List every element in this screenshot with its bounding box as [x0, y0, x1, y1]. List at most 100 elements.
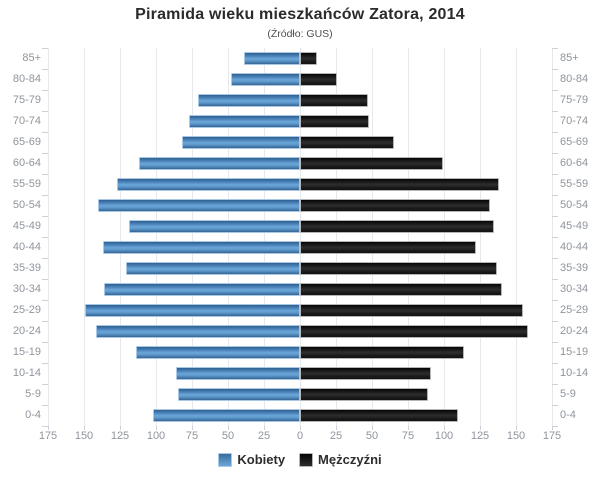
- gridline: [372, 48, 373, 426]
- age-label-right: 75-79: [560, 94, 589, 106]
- age-label-right: 35-39: [560, 262, 589, 274]
- bar-mezczyzni-65-69: [300, 136, 394, 149]
- age-label-left: 5-9: [25, 388, 41, 400]
- age-label-right: 0-4: [560, 409, 576, 421]
- x-axis-tick-label: 50: [221, 430, 235, 442]
- x-axis-tick: [192, 426, 193, 430]
- x-axis-tick: [552, 426, 553, 430]
- bar-kobiety-10-14: [176, 367, 300, 380]
- x-axis-tick-label: 75: [185, 430, 199, 442]
- category-tick-left: [42, 48, 48, 49]
- category-tick-left: [42, 279, 48, 280]
- category-tick-left: [42, 237, 48, 238]
- category-tick-left: [42, 69, 48, 70]
- x-axis-tick-label: 50: [365, 430, 379, 442]
- bar-kobiety-80-84: [230, 73, 300, 86]
- category-tick-right: [552, 132, 558, 133]
- bar-mezczyzni-75-79: [300, 94, 368, 107]
- gridline: [408, 48, 409, 426]
- gridline: [120, 48, 121, 426]
- age-label-right: 65-69: [560, 136, 589, 148]
- x-axis-tick-label: 0: [296, 430, 304, 442]
- category-tick-left: [42, 321, 48, 322]
- x-axis-tick: [264, 426, 265, 430]
- gridline: [480, 48, 481, 426]
- x-axis-tick-label: 125: [110, 430, 130, 442]
- pyramid-row: [48, 111, 552, 132]
- x-axis-tick-label: 100: [434, 430, 454, 442]
- category-tick-right: [552, 237, 558, 238]
- bar-mezczyzni-35-39: [300, 262, 498, 275]
- age-label-right: 50-54: [560, 199, 589, 211]
- pyramid-row: [48, 405, 552, 426]
- category-tick-left: [42, 174, 48, 175]
- age-label-left: 0-4: [25, 409, 41, 421]
- age-label-left: 75-79: [12, 94, 41, 106]
- pyramid-row: [48, 69, 552, 90]
- x-axis-tick: [480, 426, 481, 430]
- x-axis-tick-label: 125: [470, 430, 490, 442]
- chart-title: Piramida wieku mieszkańców Zatora, 2014: [135, 6, 465, 23]
- pyramid-row: [48, 237, 552, 258]
- bar-kobiety-5-9: [177, 388, 300, 401]
- pyramid-row: [48, 342, 552, 363]
- x-axis-tick: [372, 426, 373, 430]
- bar-mezczyzni-55-59: [300, 178, 499, 191]
- category-tick-right: [552, 258, 558, 259]
- bar-kobiety-60-64: [138, 157, 300, 170]
- bar-mezczyzni-15-19: [300, 346, 465, 359]
- age-label-left: 70-74: [12, 115, 41, 127]
- x-axis-tick-label: 25: [257, 430, 271, 442]
- bar-kobiety-25-29: [85, 304, 300, 317]
- pyramid-row: [48, 174, 552, 195]
- bar-kobiety-55-59: [117, 178, 300, 191]
- category-tick-left: [42, 216, 48, 217]
- bar-mezczyzni-0-4: [300, 409, 459, 422]
- bar-mezczyzni-10-14: [300, 367, 432, 380]
- bar-kobiety-0-4: [153, 409, 300, 422]
- x-axis-tick: [516, 426, 517, 430]
- pyramid-row: [48, 384, 552, 405]
- x-axis-tick-label: 175: [38, 430, 58, 442]
- age-label-right: 80-84: [560, 73, 589, 85]
- pyramid-row: [48, 300, 552, 321]
- bar-mezczyzni-20-24: [300, 325, 528, 338]
- age-label-right: 20-24: [560, 325, 589, 337]
- age-label-right: 25-29: [560, 304, 589, 316]
- pyramid-row: [48, 48, 552, 69]
- gridline: [156, 48, 157, 426]
- category-tick-right: [552, 195, 558, 196]
- age-label-right: 85+: [560, 52, 579, 64]
- pyramid-row: [48, 153, 552, 174]
- bar-mezczyzni-40-44: [300, 241, 476, 254]
- age-label-left: 55-59: [12, 178, 41, 190]
- age-label-right: 15-19: [560, 346, 589, 358]
- pyramid-row: [48, 132, 552, 153]
- age-label-left: 15-19: [12, 346, 41, 358]
- category-tick-left: [42, 258, 48, 259]
- category-tick-right: [552, 363, 558, 364]
- category-tick-right: [552, 300, 558, 301]
- bar-kobiety-15-19: [135, 346, 300, 359]
- age-label-right: 40-44: [560, 241, 589, 253]
- gridline: [444, 48, 445, 426]
- gridline: [300, 48, 301, 426]
- bar-mezczyzni-45-49: [300, 220, 495, 233]
- category-tick-right: [552, 342, 558, 343]
- bar-mezczyzni-60-64: [300, 157, 443, 170]
- bar-mezczyzni-80-84: [300, 73, 338, 86]
- pyramid-row: [48, 279, 552, 300]
- plot-area: [48, 48, 553, 426]
- age-label-left: 20-24: [12, 325, 41, 337]
- pyramid-row: [48, 90, 552, 111]
- x-axis-tick: [336, 426, 337, 430]
- x-axis-tick: [444, 426, 445, 430]
- bar-mezczyzni-50-54: [300, 199, 491, 212]
- category-tick-left: [42, 384, 48, 385]
- x-axis-tick: [228, 426, 229, 430]
- age-label-left: 85+: [22, 52, 41, 64]
- category-tick-left: [42, 426, 48, 427]
- x-axis-tick: [408, 426, 409, 430]
- age-label-right: 30-34: [560, 283, 589, 295]
- age-label-left: 50-54: [12, 199, 41, 211]
